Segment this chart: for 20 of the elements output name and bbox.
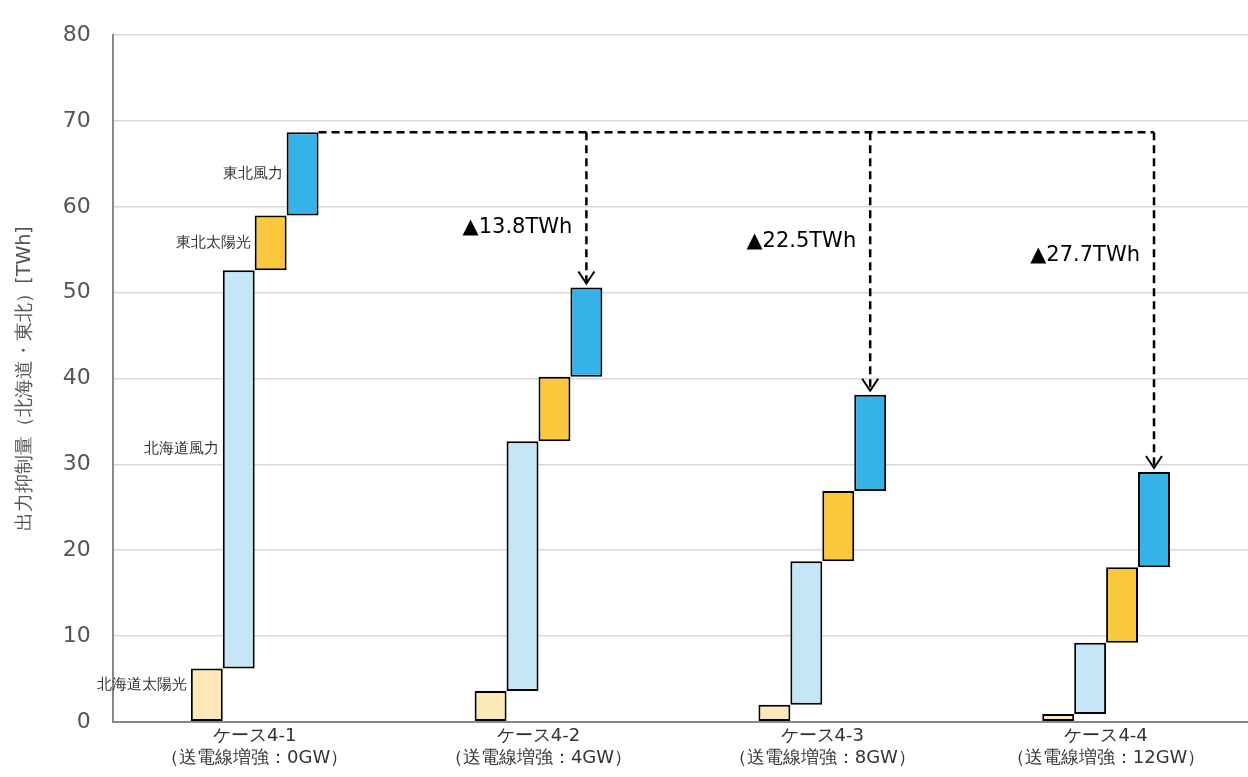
annotation: ▲13.8TWh	[462, 213, 573, 238]
series-label: 東北太陽光	[175, 232, 251, 251]
y-tick-label: 0	[76, 707, 91, 733]
y-tick-label: 60	[62, 192, 91, 218]
series-label: 東北風力	[222, 163, 283, 182]
series-label: 北海道風力	[143, 439, 219, 458]
y-tick-label: 50	[62, 278, 91, 304]
y-tick-label: 30	[62, 450, 91, 476]
x-tick-label: ケース4-2 （送電線増強：4GW）	[444, 724, 633, 767]
x-tick-label: ケース4-1 （送電線増強：0GW）	[161, 724, 349, 767]
x-tick-label: ケース4-3 （送電線増強：8GW）	[728, 724, 916, 767]
y-axis-title: 出力抑制量（北海道・東北）[TWh]	[12, 226, 35, 531]
y-tick-label: 20	[62, 535, 91, 561]
y-tick-label: 40	[62, 364, 91, 390]
annotation: ▲27.7TWh	[1030, 241, 1140, 266]
y-tick-label: 70	[62, 106, 91, 132]
y-tick-label: 10	[62, 621, 91, 647]
annotation: ▲22.5TWh	[746, 227, 857, 252]
x-tick-label: ケース4-4 （送電線増強：12GW）	[1006, 724, 1206, 767]
y-tick-label: 80	[62, 20, 91, 46]
